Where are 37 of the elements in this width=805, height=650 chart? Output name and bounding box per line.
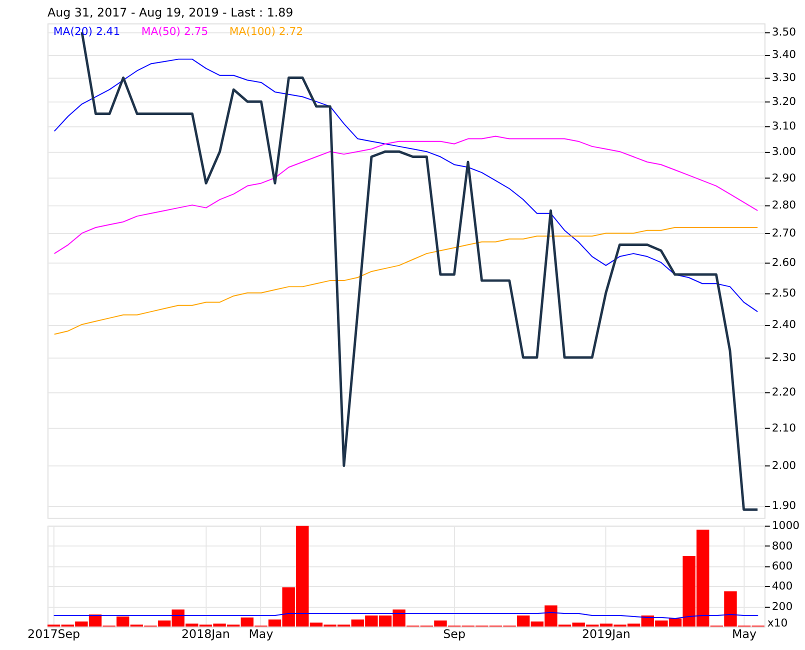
- y-tick-label: 400: [772, 580, 793, 593]
- y-tick-label: 3.10: [772, 120, 796, 133]
- x-tick-label: Sep: [443, 626, 466, 641]
- y-tick-label: 3.00: [772, 145, 796, 158]
- y-tick-label: 3.20: [772, 95, 796, 108]
- y-tick-label: 2.40: [772, 318, 796, 331]
- y-tick-label: 2.20: [772, 385, 796, 398]
- y-tick-label: 2.70: [772, 226, 796, 240]
- line-series: [53, 612, 759, 620]
- y-tick-label: 2.60: [772, 256, 796, 269]
- y-tick-label: 600: [772, 560, 793, 573]
- line-series: [54, 227, 758, 335]
- x-tick-label: 2017Sep: [28, 626, 80, 641]
- y-tick-label: 200: [772, 600, 793, 613]
- y-tick-label: 2.10: [772, 421, 796, 434]
- y-tick-label: 2.00: [772, 459, 796, 472]
- y-tick-label: 2.50: [772, 286, 796, 300]
- line-series: [54, 136, 758, 254]
- y-tick-label: 1.90: [772, 498, 796, 512]
- chart-title: Aug 31, 2017 - Aug 19, 2019 - Last : 1.89: [47, 5, 294, 20]
- y-tick-label: 1000: [772, 519, 800, 532]
- text: MA(100) 2.72: [229, 25, 304, 38]
- text: MA(50) 2.75: [141, 25, 208, 38]
- y-tick-label: 3.40: [772, 48, 796, 62]
- x-tick-label: 2018Jan: [181, 626, 230, 641]
- line-series: [54, 58, 758, 312]
- text: MA(20) 2.41: [53, 25, 120, 38]
- y-tick-label: 3.50: [772, 26, 796, 39]
- x-tick-label: May: [732, 626, 757, 641]
- y-tick-label: 800: [772, 539, 793, 552]
- y-tick-label: 3.30: [772, 71, 796, 84]
- text: x10: [767, 616, 788, 630]
- y-tick-label: 2.80: [772, 198, 796, 212]
- y-tick-label: 2.90: [772, 171, 796, 184]
- x-tick-label: 2019Jan: [582, 626, 630, 641]
- y-tick-label: 2.30: [772, 350, 796, 364]
- x-tick-label: May: [248, 626, 274, 641]
